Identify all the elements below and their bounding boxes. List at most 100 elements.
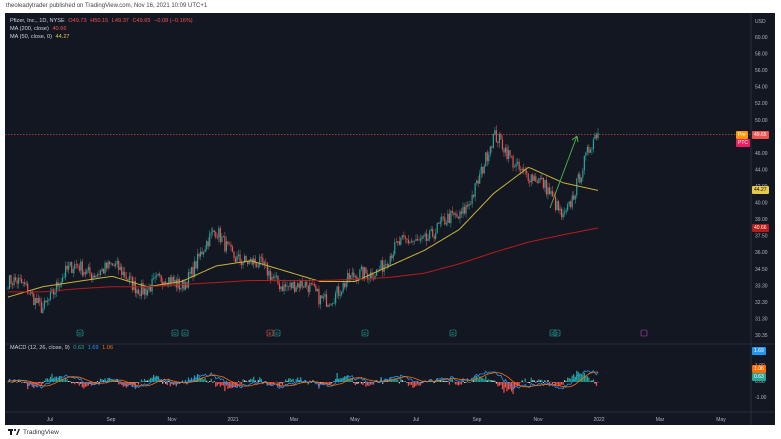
candle-body	[374, 275, 376, 280]
legend-macd: MACD (12, 26, close, 9) 0.63 1.69 1.06	[10, 345, 115, 351]
candle-body	[306, 281, 308, 286]
macd-histogram-bar	[96, 381, 99, 382]
candle-body	[291, 282, 293, 289]
candle-body	[145, 288, 147, 296]
candle-body	[577, 174, 579, 180]
candle-body	[435, 232, 437, 239]
macd-histogram-bar	[160, 380, 162, 382]
candle-body	[151, 278, 153, 292]
macd-histogram-bar	[344, 376, 346, 382]
macd-histogram-bar	[287, 378, 290, 382]
candle-body	[242, 262, 244, 265]
candle-body	[513, 166, 516, 168]
candle-body	[453, 212, 455, 215]
candle-body	[353, 272, 355, 278]
macd-histogram-bar	[207, 382, 209, 383]
candle-body	[119, 266, 121, 271]
legend-ma50-label: MA (50, close, 0)	[10, 34, 52, 40]
candle-body	[480, 166, 482, 175]
macd-histogram-bar	[404, 381, 406, 382]
candle-body	[479, 174, 481, 184]
candle-body	[312, 283, 314, 285]
macd-histogram-bar	[341, 378, 343, 382]
candle-body	[16, 280, 18, 284]
price-axis-label: 37.50	[755, 234, 768, 240]
candle-body	[193, 261, 196, 278]
macd-histogram-bar	[286, 380, 288, 382]
event-marker	[273, 329, 281, 337]
macd-histogram-bar	[253, 376, 255, 382]
macd-histogram-bar	[430, 379, 432, 382]
macd-histogram-bar	[60, 377, 62, 382]
macd-histogram-bar	[122, 382, 124, 387]
macd-histogram-bar	[118, 382, 120, 385]
footer: TradingView	[8, 428, 59, 436]
candle-body	[278, 283, 281, 290]
ma200-line	[8, 227, 599, 293]
candle-body	[304, 281, 306, 288]
price-chart[interactable]: 60.0058.0056.0054.0052.0050.0048.0046.00…	[5, 13, 775, 425]
candle-body	[280, 286, 282, 290]
candle-body	[375, 269, 378, 276]
macd-histogram-bar	[419, 382, 422, 386]
macd-histogram-bar	[284, 379, 287, 382]
candle-body	[180, 287, 182, 290]
candle-body	[206, 241, 208, 250]
macd-histogram-bar	[591, 380, 593, 382]
candle-body	[445, 222, 447, 225]
macd-histogram-bar	[210, 378, 212, 382]
macd-histogram-bar	[557, 382, 560, 387]
event-marker	[76, 329, 84, 337]
time-axis-label: Jul	[47, 417, 53, 423]
histogram-tag: 0.63	[752, 373, 766, 381]
macd-histogram-bar	[204, 378, 206, 382]
candle-body	[359, 269, 361, 278]
macd-histogram-bar	[448, 382, 450, 385]
macd-histogram-bar	[234, 382, 237, 387]
legend-macd-v3: 1.06	[102, 345, 114, 351]
candle-body	[159, 273, 161, 276]
macd-histogram-bar	[471, 379, 473, 382]
macd-histogram-bar	[444, 380, 446, 382]
macd-histogram-bar	[242, 379, 244, 382]
candle-body	[283, 284, 285, 292]
macd-histogram-bar	[517, 382, 519, 387]
candle-body	[68, 265, 70, 270]
macd-histogram-bar	[542, 382, 544, 383]
macd-histogram-bar	[345, 376, 347, 382]
macd-histogram-bar	[524, 378, 526, 382]
candle-body	[333, 303, 335, 304]
candle-body	[277, 275, 279, 284]
macd-histogram-bar	[219, 382, 221, 387]
macd-histogram-bar	[77, 382, 79, 384]
macd-histogram-bar	[195, 380, 197, 382]
macd-histogram-bar	[231, 382, 234, 388]
candle-body	[262, 257, 264, 265]
candle-body	[112, 263, 114, 266]
macd-histogram-bar	[89, 382, 91, 384]
macd-histogram-bar	[544, 380, 546, 382]
candle-body	[397, 241, 399, 243]
candle-body	[570, 201, 572, 208]
macd-histogram-bar	[66, 379, 68, 382]
candle-body	[483, 165, 485, 174]
candle-body	[219, 228, 221, 243]
macd-histogram-bar	[128, 382, 130, 385]
candle-body	[92, 275, 94, 280]
chart-panel[interactable]: 60.0058.0056.0054.0052.0050.0048.0046.00…	[5, 13, 775, 425]
candle-body	[571, 195, 573, 208]
candle-body	[166, 284, 168, 286]
macd-histogram-bar	[348, 378, 350, 382]
candle-body	[518, 161, 520, 170]
macd-histogram-bar	[39, 382, 41, 384]
candle-body	[419, 238, 422, 241]
macd-histogram-bar	[251, 379, 253, 382]
macd-histogram-bar	[354, 382, 356, 386]
candle-body	[447, 213, 449, 223]
macd-histogram-bar	[541, 379, 543, 382]
macd-histogram-bar	[171, 382, 173, 385]
macd-histogram-bar	[166, 382, 168, 386]
macd-histogram-bar	[259, 377, 261, 382]
candle-body	[550, 191, 552, 195]
macd-histogram-bar	[24, 382, 26, 383]
